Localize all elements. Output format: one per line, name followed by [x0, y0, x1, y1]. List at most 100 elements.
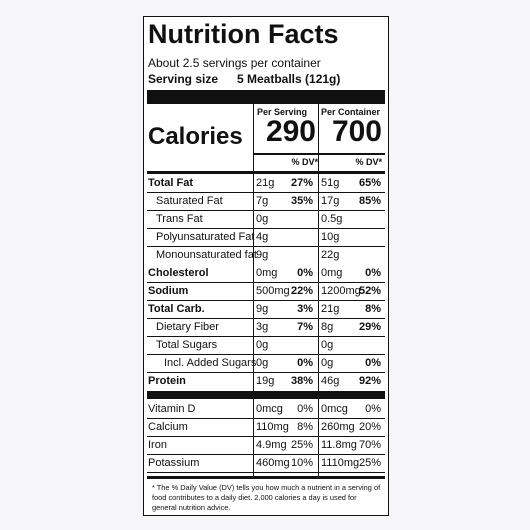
nutrient-name: Total Carb. — [148, 303, 205, 315]
amount: 10g — [321, 231, 340, 243]
column-header: Per Container — [321, 107, 381, 117]
nutrient-row: Incl. Added Sugars 0g 0% 0g 0% — [147, 354, 385, 373]
rule — [147, 476, 385, 479]
amount: 51g — [321, 177, 340, 189]
dv-header: % DV* — [291, 157, 318, 167]
nutrient-row: Saturated Fat 7g 35% 17g 85% — [147, 192, 385, 211]
amount: 0mg — [256, 267, 278, 279]
daily-value: 35% — [290, 195, 313, 207]
amount: 9g — [256, 303, 269, 315]
nutrient-name: Incl. Added Sugars — [164, 357, 257, 369]
nutrient-name: Vitamin D — [148, 403, 196, 415]
amount: 260mg — [321, 421, 355, 433]
daily-value: 22% — [290, 285, 313, 297]
nutrient-row: Vitamin D 0mcg 0% 0mcg 0% — [147, 400, 385, 419]
nutrient-row: Total Sugars 0g 0g — [147, 336, 385, 355]
daily-value: 92% — [358, 375, 381, 387]
daily-value: 20% — [358, 421, 381, 433]
footnote: * The % Daily Value (DV) tells you how m… — [152, 483, 381, 512]
amount: 0g — [256, 339, 269, 351]
nutrient-row: Potassium 460mg 10% 1110mg 25% — [147, 454, 385, 473]
daily-value: 0% — [365, 267, 381, 279]
nutrient-name: Total Fat — [148, 177, 194, 189]
daily-value: 52% — [358, 285, 381, 297]
nutrient-name: Saturated Fat — [156, 195, 223, 207]
amount: 0mcg — [321, 403, 348, 415]
nutrient-name: Trans Fat — [156, 213, 203, 225]
calories-label: Calories — [148, 123, 243, 150]
nutrient-name: Polyunsaturated Fat — [156, 231, 255, 243]
daily-value: 8% — [365, 303, 381, 315]
servings: About 2.5 servings per container — [148, 56, 321, 70]
amount: 8g — [321, 321, 334, 333]
daily-value: 25% — [358, 457, 381, 469]
dv-header: % DV* — [355, 157, 382, 167]
daily-value: 10% — [290, 457, 313, 469]
nutrient-name: Cholesterol — [148, 267, 209, 279]
column-header: Per Serving — [257, 107, 308, 117]
amount: 0mg — [321, 267, 343, 279]
daily-value: 27% — [290, 177, 313, 189]
serving-size-label: Serving size — [148, 72, 219, 86]
daily-value: 0% — [365, 357, 381, 369]
daily-value: 70% — [358, 439, 381, 451]
thick-rule — [147, 391, 385, 399]
amount: 11.8mg — [321, 439, 357, 451]
nutrition-label: Nutrition Facts About 2.5 servings per c… — [143, 16, 389, 516]
nutrient-row: Trans Fat 0g 0.5g — [147, 210, 385, 229]
nutrient-name: Iron — [148, 439, 167, 451]
nutrient-name: Total Sugars — [156, 339, 218, 351]
nutrient-row: Cholesterol 0mg 0% 0mg 0% — [147, 264, 385, 283]
amount: 0mcg — [256, 403, 283, 415]
amount: 19g — [256, 375, 275, 387]
nutrient-name: Dietary Fiber — [156, 321, 219, 333]
daily-value: 38% — [290, 375, 313, 387]
amount: 4.9mg — [256, 439, 287, 451]
amount: 0.5g — [321, 213, 343, 225]
nutrient-name: Monounsaturated fat — [156, 249, 257, 261]
nutrient-row: Calcium 110mg 8% 260mg 20% — [147, 418, 385, 437]
nutrient-name: Calcium — [148, 421, 188, 433]
daily-value: 7% — [297, 321, 313, 333]
nutrient-row: Sodium 500mg 22% 1200mg 52% — [147, 282, 385, 301]
rule — [253, 153, 385, 155]
amount: 1200mg — [321, 285, 361, 297]
daily-value: 29% — [358, 321, 381, 333]
amount: 3g — [256, 321, 269, 333]
title: Nutrition Facts — [148, 19, 339, 49]
daily-value: 8% — [297, 421, 313, 433]
serving-size: 5 Meatballs (121g) — [237, 72, 341, 86]
nutrient-name: Sodium — [148, 285, 189, 297]
amount: 46g — [321, 375, 340, 387]
amount: 0g — [321, 339, 334, 351]
column-divider — [253, 104, 254, 476]
amount: 1110mg — [321, 457, 360, 469]
daily-value: 65% — [358, 177, 381, 189]
amount: 9g — [256, 249, 269, 261]
amount: 21g — [256, 177, 275, 189]
daily-value: 25% — [290, 439, 313, 451]
nutrient-row: Monounsaturated fat 9g 22g — [147, 246, 385, 264]
nutrient-name: Protein — [148, 375, 186, 387]
column-divider — [318, 104, 319, 476]
nutrient-name: Potassium — [148, 457, 200, 469]
calories-container: 700 — [331, 115, 382, 148]
daily-value: 85% — [358, 195, 381, 207]
amount: 7g — [256, 195, 269, 207]
amount: 22g — [321, 249, 340, 261]
amount: 110mg — [256, 421, 289, 433]
nutrient-row: Dietary Fiber 3g 7% 8g 29% — [147, 318, 385, 337]
amount: 0g — [256, 213, 269, 225]
nutrient-row: Polyunsaturated Fat 4g 10g — [147, 228, 385, 247]
amount: 21g — [321, 303, 340, 315]
daily-value: 0% — [297, 403, 313, 415]
nutrient-row: Total Carb. 9g 3% 21g 8% — [147, 300, 385, 319]
nutrient-row: Total Fat 21g 27% 51g 65% — [147, 174, 385, 193]
nutrient-row: Iron 4.9mg 25% 11.8mg 70% — [147, 436, 385, 455]
amount: 17g — [321, 195, 340, 207]
rule — [147, 171, 385, 174]
amount: 0g — [321, 357, 334, 369]
amount: 0g — [256, 357, 269, 369]
nutrient-row: Protein 19g 38% 46g 92% — [147, 372, 385, 390]
calories-serving: 290 — [265, 115, 316, 148]
